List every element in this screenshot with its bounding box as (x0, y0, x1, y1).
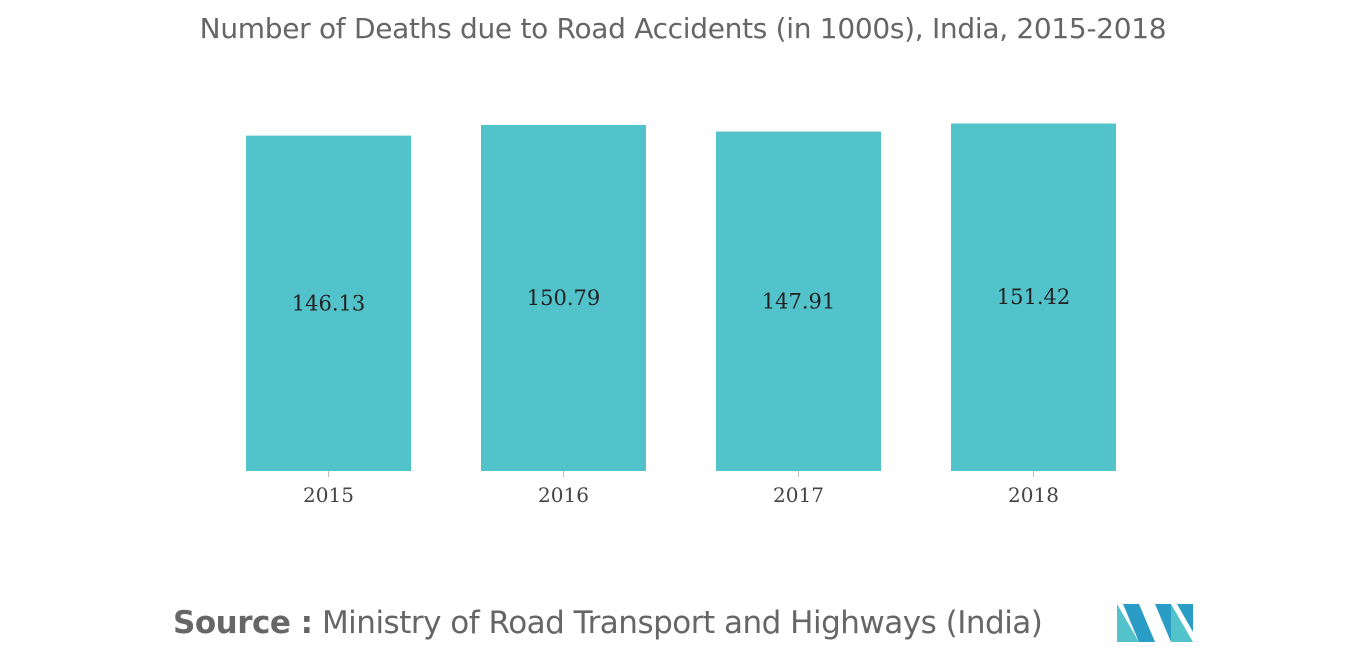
x-tick-labels-group: 2015 2016 2017 2018 (303, 471, 1059, 507)
bar-value-label-2018: 151.42 (997, 285, 1070, 309)
bar-2017 (716, 131, 881, 471)
bar-chart: 146.13 150.79 147.91 151.42 2015 2016 2017 201… (246, 123, 1116, 507)
x-tick-label-2018: 2018 (1008, 483, 1059, 507)
source-text: Ministry of Road Transport and Highways … (321, 605, 1043, 641)
value-labels-group: 146.13 150.79 147.91 151.42 (292, 285, 1070, 315)
bar-2016 (481, 124, 646, 471)
x-tick-label-2015: 2015 (303, 483, 354, 507)
bar-value-label-2015: 146.13 (292, 291, 365, 315)
bar-2015 (246, 135, 411, 471)
chart-title: Number of Deaths due to Road Accidents (… (199, 12, 1167, 45)
bars-group (246, 123, 1116, 472)
bar-value-label-2016: 150.79 (527, 286, 600, 310)
source-line: Source : Ministry of Road Transport and … (173, 605, 1043, 641)
bar-2018 (951, 123, 1116, 472)
x-tick-label-2016: 2016 (538, 483, 589, 507)
x-tick-label-2017: 2017 (773, 483, 824, 507)
source-label: Source : (173, 605, 313, 641)
bar-value-label-2017: 147.91 (762, 289, 835, 313)
mordor-intelligence-logo-icon (1117, 604, 1193, 642)
